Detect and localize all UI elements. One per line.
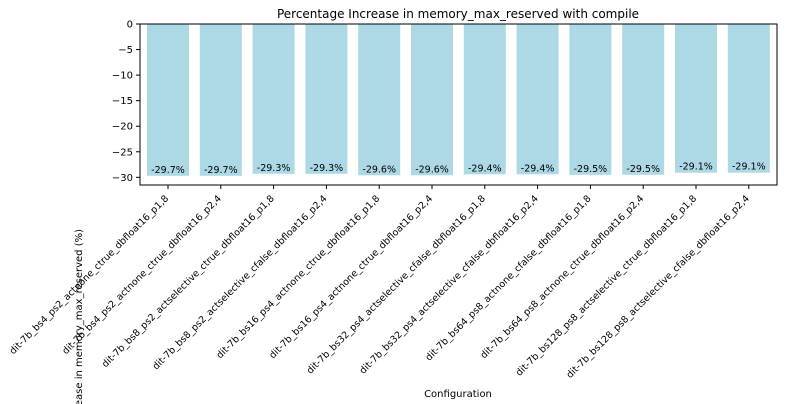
bar xyxy=(622,24,665,175)
bar xyxy=(569,24,612,175)
bar xyxy=(516,24,559,175)
bar xyxy=(199,24,242,176)
y-tick-label: −10 xyxy=(112,71,133,82)
y-tick-label: −30 xyxy=(112,173,133,184)
bar-value-label: -29.1% xyxy=(732,162,766,173)
x-axis-label: Configuration xyxy=(424,389,492,400)
bar xyxy=(305,24,348,174)
y-ticks: 0 −5 −10 −15 −20 −25 −30 xyxy=(112,20,140,184)
bar-value-label: -29.3% xyxy=(257,163,291,174)
y-tick-label: −25 xyxy=(112,147,133,158)
y-tick-label: −20 xyxy=(112,122,133,133)
bar-value-label: -29.1% xyxy=(679,162,713,173)
bars-layer xyxy=(147,24,770,176)
bar xyxy=(358,24,401,176)
y-tick-label: −5 xyxy=(118,45,133,56)
bar-value-label: -29.5% xyxy=(574,164,608,175)
bar xyxy=(147,24,189,176)
bar-value-label: -29.7% xyxy=(204,165,238,176)
x-ticks: dit-7b_bs4_ps2_actnone_ctrue_dbfloat16_p… xyxy=(8,185,752,381)
bar-value-label: -29.3% xyxy=(310,163,344,174)
bar xyxy=(463,24,506,175)
x-tick-label: dit-7b_bs128_ps8_actselective_cfalse_dbf… xyxy=(564,193,751,380)
bar-labels-layer: -29.7% -29.7% -29.3% -29.3% -29.6% -29.6% -29.… xyxy=(151,162,765,176)
x-tick-label: dit-7b_bs8_ps2_actselective_cfalse_dbflo… xyxy=(151,193,330,372)
bar xyxy=(727,24,770,173)
bar xyxy=(411,24,453,176)
bar xyxy=(675,24,717,173)
bar-value-label: -29.6% xyxy=(362,164,396,175)
chart-title: Percentage Increase in memory_max_reserv… xyxy=(277,7,639,21)
x-tick-label: dit-7b_bs32_ps4_actselective_cfalse_dbfl… xyxy=(305,193,488,376)
x-tick-label: dit-7b_bs128_ps8_actselective_ctrue_dbfl… xyxy=(514,193,699,378)
bar-value-label: -29.4% xyxy=(521,163,555,174)
y-tick-label: −15 xyxy=(112,96,133,107)
y-tick-label: 0 xyxy=(127,20,133,31)
axes-layer xyxy=(139,23,778,186)
y-axis-label: Percentage Increase in memory_max_reserv… xyxy=(74,229,85,404)
plot-frame xyxy=(139,23,778,186)
bar-value-label: -29.5% xyxy=(626,164,660,175)
bar xyxy=(252,24,295,174)
bar-value-label: -29.4% xyxy=(468,163,502,174)
x-tick-label: dit-7b_bs32_ps4_actselective_cfalse_dbfl… xyxy=(358,193,541,376)
bar-value-label: -29.6% xyxy=(415,164,449,175)
bar-value-label: -29.7% xyxy=(151,165,185,176)
